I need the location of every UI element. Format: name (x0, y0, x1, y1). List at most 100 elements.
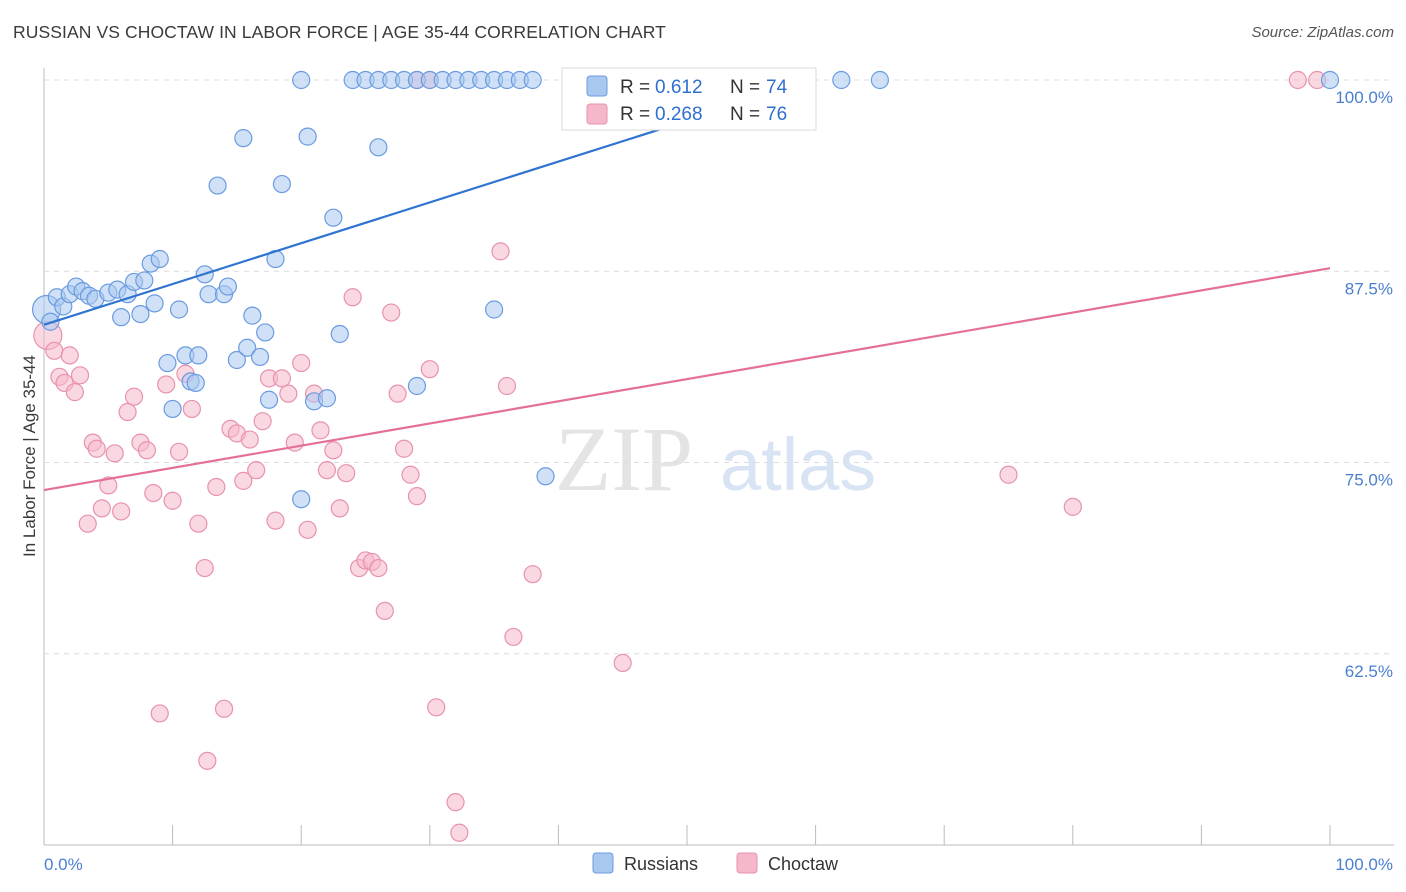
legend-n1-label: N = (730, 77, 760, 98)
russians-point (330, 324, 349, 344)
legend-r1-value: 0.612 (655, 77, 703, 98)
russians-point (131, 304, 150, 324)
choctaw-point (99, 476, 118, 495)
russians-point (485, 300, 504, 319)
choctaw-point (266, 511, 285, 530)
bottom-legend: Russians Choctaw (592, 852, 839, 874)
legend-n2-label: N = (730, 104, 760, 125)
source-label: Source: ZipAtlas.com (1251, 24, 1394, 41)
choctaw-point (247, 461, 266, 480)
y-tick-label: 75.0% (1345, 471, 1393, 490)
legend: R = 0.612 N = 74 R = 0.268 N = 76 (561, 67, 817, 131)
russians-point (256, 323, 275, 342)
choctaw-point (401, 465, 420, 484)
legend-swatch-choctaw (586, 103, 608, 125)
russians-point (163, 399, 182, 419)
russians-point (112, 308, 131, 327)
choctaw-point (394, 439, 414, 458)
choctaw-point (1063, 497, 1082, 516)
russians-point (199, 285, 218, 304)
watermark-zip: ZIP (555, 408, 693, 510)
choctaw-point (45, 341, 64, 360)
bottom-legend-choctaw: Choctaw (768, 854, 839, 874)
choctaw-point (198, 751, 217, 770)
choctaw-point (388, 384, 407, 403)
russians-point (218, 277, 237, 296)
choctaw-point (78, 514, 97, 533)
choctaw-point (292, 353, 311, 373)
legend-r2-label: R = (620, 104, 650, 125)
choctaw-point (65, 383, 84, 402)
choctaw-point (112, 502, 131, 521)
choctaw-point (118, 402, 137, 422)
russians-point (317, 389, 337, 408)
russians-point (369, 138, 388, 157)
y-tick-label: 62.5% (1345, 662, 1393, 681)
choctaw-point (253, 412, 272, 431)
choctaw-point (375, 601, 394, 621)
choctaw-point (157, 375, 176, 394)
gridlines (44, 79, 1394, 655)
choctaw-point (999, 465, 1018, 484)
russians-point (145, 294, 164, 313)
choctaw-point (92, 499, 111, 518)
russians-point (250, 347, 270, 367)
choctaw-point (369, 558, 388, 578)
bottom-legend-swatch-russians (592, 852, 614, 874)
russians-point (208, 176, 227, 195)
y-axis-label: In Labor Force | Age 35-44 (20, 355, 39, 557)
russians-point (158, 353, 177, 373)
russians-point (536, 467, 555, 486)
choctaw-point (105, 444, 124, 463)
russians-point (189, 346, 208, 365)
choctaw-point (234, 471, 253, 490)
russians-point (135, 271, 154, 290)
choctaw-point (87, 439, 106, 458)
russians-point (272, 174, 292, 194)
russians-point (870, 70, 890, 90)
russians-point (150, 249, 169, 269)
choctaw-point (60, 346, 79, 365)
choctaw-point (1288, 70, 1307, 90)
bottom-legend-swatch-choctaw (736, 852, 758, 874)
y-tick-label: 87.5% (1345, 279, 1393, 298)
x-tick-label-min: 0.0% (44, 855, 83, 874)
russians-point (324, 208, 343, 227)
x-ticks (43, 825, 1331, 845)
choctaw-point (163, 491, 182, 510)
choctaw-point (214, 699, 234, 718)
russians-point (292, 490, 311, 509)
russians-point (243, 306, 262, 325)
choctaw-point (337, 464, 356, 483)
choctaw-point (70, 366, 90, 385)
choctaw-point (124, 387, 144, 406)
russians-point (238, 338, 257, 357)
watermark: ZIP atlas (555, 408, 876, 510)
choctaw-point (298, 520, 317, 539)
russians-point (227, 350, 246, 370)
choctaw-point (317, 461, 337, 480)
choctaw-point (150, 704, 169, 723)
russians-point (169, 300, 189, 319)
bottom-legend-russians: Russians (624, 854, 698, 874)
legend-r2-value: 0.268 (655, 104, 703, 125)
choctaw-point (137, 441, 156, 460)
choctaw-point (497, 376, 517, 396)
russians-point (259, 390, 279, 409)
russians-point (1320, 70, 1340, 90)
russians-point (292, 70, 311, 90)
choctaw-point (279, 384, 298, 403)
y-tick-label: 100.0% (1335, 88, 1393, 107)
russians-point (407, 376, 427, 396)
y-tick-labels: 62.5% 75.0% 87.5% 100.0% (1335, 88, 1393, 681)
choctaw-point (420, 360, 439, 379)
choctaw-point (407, 487, 427, 506)
russians-point (234, 129, 253, 148)
legend-n1-value: 74 (766, 77, 788, 98)
choctaw-point (195, 558, 214, 578)
legend-n2-value: 76 (766, 104, 787, 125)
russians-point (523, 70, 542, 90)
choctaw-point (272, 369, 292, 388)
choctaw-point (324, 441, 343, 460)
